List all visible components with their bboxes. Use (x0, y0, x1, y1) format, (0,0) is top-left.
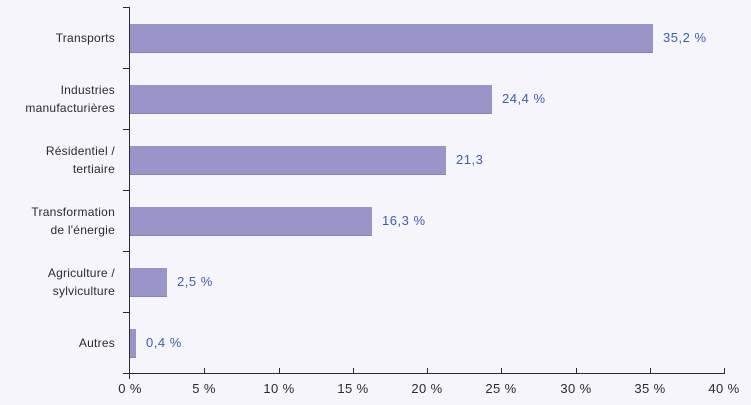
x-tick-label: 40 % (708, 381, 740, 396)
y-tick (123, 68, 130, 69)
category-label: Agriculture / sylviculture (47, 265, 115, 298)
y-tick (123, 312, 130, 313)
y-tick (123, 190, 130, 191)
x-tick-label: 35 % (634, 381, 666, 396)
y-tick (123, 373, 130, 374)
x-tick-label: 0 % (118, 381, 142, 396)
x-tick (576, 368, 577, 373)
bar (130, 329, 136, 358)
y-tick (123, 7, 130, 8)
x-tick (501, 368, 502, 373)
category-label: Transformation de l'énergie (31, 204, 115, 237)
x-tick (204, 368, 205, 373)
category-label: Autres (78, 335, 115, 350)
x-tick (279, 368, 280, 373)
value-label: 35,2 % (663, 30, 707, 45)
bar (130, 85, 492, 114)
value-label: 0,4 % (146, 335, 182, 350)
y-tick (123, 129, 130, 130)
value-label: 2,5 % (177, 274, 213, 289)
value-label: 24,4 % (502, 91, 546, 106)
category-label: Transports (55, 30, 115, 45)
x-tick (353, 368, 354, 373)
x-tick-label: 20 % (411, 381, 443, 396)
x-tick-label: 5 % (192, 381, 216, 396)
x-axis-line (124, 373, 725, 374)
x-tick-label: 10 % (263, 381, 295, 396)
bar (130, 24, 653, 53)
x-tick-label: 25 % (485, 381, 517, 396)
value-label: 16,3 % (382, 213, 426, 228)
category-label: Industries manufacturières (25, 82, 115, 115)
y-tick (123, 251, 130, 252)
x-tick (650, 368, 651, 373)
bar (130, 146, 446, 175)
x-tick-label: 15 % (337, 381, 369, 396)
bar (130, 268, 167, 297)
x-tick (427, 368, 428, 373)
category-label: Résidentiel / tertiaire (45, 143, 115, 176)
x-tick-label: 30 % (560, 381, 592, 396)
x-tick (724, 368, 725, 373)
y-axis-line (129, 7, 130, 379)
value-label: 21,3 (456, 152, 484, 167)
bar (130, 207, 372, 236)
